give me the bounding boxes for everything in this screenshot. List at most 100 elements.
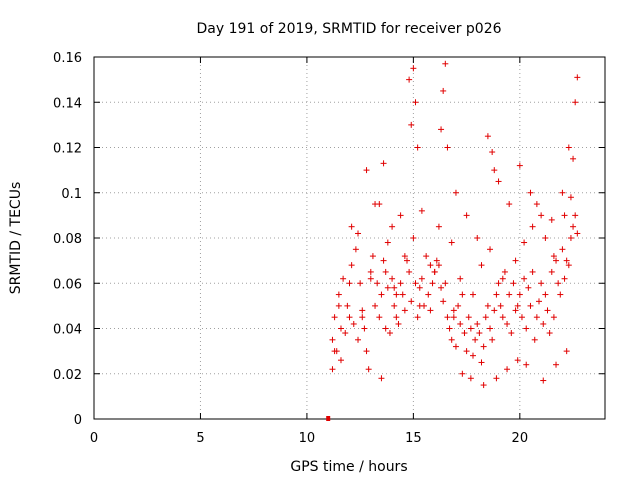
data-point	[510, 280, 517, 287]
data-point	[386, 330, 393, 337]
data-point	[418, 207, 425, 214]
y-tick-label: 0.16	[53, 51, 82, 66]
data-point	[346, 314, 353, 321]
data-point	[512, 307, 519, 314]
data-point	[393, 314, 400, 321]
data-point	[504, 320, 511, 327]
data-point	[406, 268, 413, 275]
data-point	[523, 361, 530, 368]
data-point	[489, 336, 496, 343]
y-tick-label: 0	[74, 413, 82, 428]
data-point	[455, 302, 462, 309]
y-tick-label: 0.06	[53, 277, 82, 292]
data-point	[461, 330, 468, 337]
data-point	[563, 257, 570, 264]
data-point	[427, 262, 434, 269]
data-point	[433, 257, 440, 264]
data-points	[326, 60, 581, 421]
data-point	[574, 74, 581, 81]
data-point	[495, 178, 502, 185]
data-point	[401, 253, 408, 260]
data-point	[335, 302, 342, 309]
data-point	[533, 201, 540, 208]
data-point	[380, 160, 387, 167]
data-point	[438, 284, 445, 291]
data-point	[565, 144, 572, 151]
data-point	[491, 307, 498, 314]
data-point	[416, 284, 423, 291]
data-point	[329, 336, 336, 343]
y-tick-label: 0.14	[53, 96, 82, 111]
data-point	[425, 291, 432, 298]
data-point	[423, 253, 430, 260]
data-point	[484, 133, 491, 140]
data-point	[337, 325, 344, 332]
data-point	[431, 268, 438, 275]
data-point	[438, 126, 445, 133]
data-point	[506, 201, 513, 208]
data-point	[561, 212, 568, 219]
data-point	[427, 307, 434, 314]
y-tick-labels: 0 0.02 0.04 0.06 0.08 0.1 0.12 0.14 0.16	[53, 51, 82, 428]
data-point	[408, 298, 415, 305]
data-point	[559, 246, 566, 253]
data-point	[389, 275, 396, 282]
data-point	[457, 275, 464, 282]
y-tick-label: 0.12	[53, 142, 82, 157]
data-point	[550, 314, 557, 321]
data-point	[463, 348, 470, 355]
data-point	[382, 325, 389, 332]
data-point	[493, 375, 500, 382]
data-point	[416, 302, 423, 309]
data-point	[365, 366, 372, 373]
data-point	[448, 336, 455, 343]
data-point	[561, 275, 568, 282]
data-point	[395, 320, 402, 327]
data-point	[478, 262, 485, 269]
data-point	[348, 262, 355, 269]
data-point	[372, 302, 379, 309]
y-tick-label: 0.08	[53, 232, 82, 247]
data-point	[410, 235, 417, 241]
data-point	[399, 291, 406, 298]
data-point	[361, 325, 368, 332]
data-point	[535, 298, 542, 305]
data-point	[546, 330, 553, 337]
data-point	[355, 336, 362, 343]
data-point	[401, 307, 408, 314]
data-point	[410, 65, 417, 72]
data-point	[487, 246, 494, 253]
data-point	[344, 302, 351, 309]
data-point	[440, 298, 447, 305]
data-point	[525, 284, 532, 291]
data-point	[435, 262, 442, 269]
data-point	[555, 280, 562, 287]
data-point	[331, 314, 338, 321]
data-point	[523, 325, 530, 332]
data-point	[540, 377, 547, 384]
data-point	[350, 320, 357, 327]
data-point	[527, 189, 534, 196]
data-point	[499, 314, 506, 321]
data-point	[376, 314, 383, 321]
data-point	[459, 370, 466, 377]
data-point	[329, 366, 336, 373]
data-point	[553, 361, 560, 368]
data-point	[570, 223, 577, 230]
data-point	[529, 268, 536, 275]
data-point	[384, 284, 391, 291]
data-point	[474, 320, 481, 327]
data-point	[472, 336, 479, 343]
data-point	[378, 375, 385, 382]
data-point	[504, 366, 511, 373]
data-point	[450, 314, 457, 321]
data-point	[448, 239, 455, 246]
data-point	[363, 348, 370, 355]
data-point	[412, 280, 419, 287]
data-point	[374, 280, 381, 287]
data-point	[389, 223, 396, 230]
data-point	[501, 268, 508, 275]
data-point	[540, 320, 547, 327]
data-point	[516, 291, 523, 298]
data-point	[331, 348, 338, 355]
